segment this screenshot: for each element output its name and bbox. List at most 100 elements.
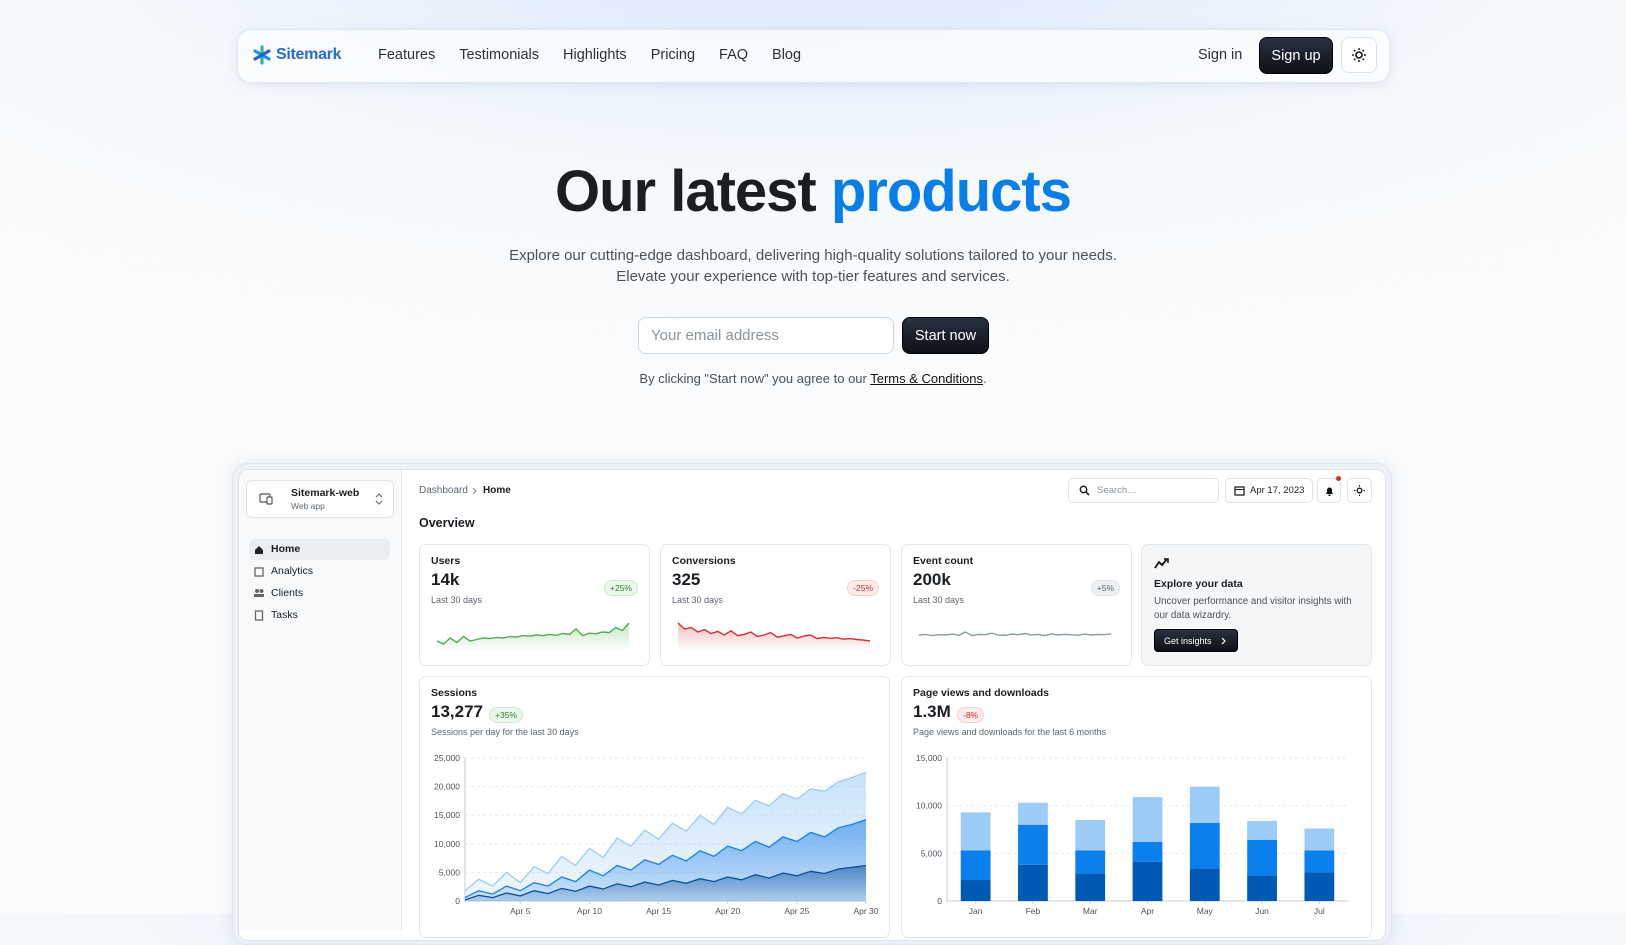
x-tick-label: Feb (1026, 906, 1041, 916)
brand[interactable]: Sitemark (276, 46, 342, 63)
y-tick-label: 25,000 (434, 753, 460, 763)
logo-icon (253, 45, 271, 65)
date-picker[interactable]: Apr 17, 2023 (1225, 478, 1313, 503)
page-views-card: Page views and downloads 1.3M -8% Page v… (901, 676, 1372, 938)
nav-link[interactable]: Pricing (650, 47, 696, 63)
chevron-icon (375, 493, 383, 505)
x-tick-label: Apr 10 (577, 906, 602, 916)
stat-card: Users 14k +25% Last 30 days (419, 544, 650, 666)
card-value: 14k (431, 570, 460, 589)
bar-segment (1018, 864, 1048, 901)
bar-segment (1132, 797, 1163, 842)
sparkline-line (677, 622, 871, 642)
card-period: Last 30 days (431, 595, 483, 605)
area-line (464, 864, 867, 901)
theme-toggle[interactable] (1341, 37, 1377, 73)
notification-dot (1336, 476, 1341, 481)
sparkline (677, 622, 871, 650)
area-chart: 0 5,000 10,000 15,000 20,000 25,000 Apr 5 Apr 1… (434, 753, 879, 916)
x-tick-label: Jul (1314, 906, 1325, 916)
y-tick-label: 10,000 (916, 801, 942, 811)
bar-segment (1075, 850, 1106, 874)
sessions-card: Sessions 13,277 +35% Sessions per day fo… (419, 676, 890, 938)
sparkline-line (918, 631, 1112, 637)
nav-link[interactable]: Features (378, 47, 436, 63)
bar-segment (1189, 786, 1220, 823)
card-value: 200k (913, 570, 951, 589)
sign-up-button[interactable]: Sign up (1259, 37, 1333, 74)
sun-icon (1354, 485, 1365, 496)
bar-segment (1189, 822, 1220, 869)
card-caption: Page views and downloads for the last 6 … (913, 727, 1107, 737)
bar-segment (960, 880, 991, 901)
email-input[interactable]: Your email address (638, 317, 894, 354)
y-tick-label: 10,000 (434, 839, 460, 849)
nav-link[interactable]: Blog (772, 47, 802, 63)
theme-toggle[interactable] (1347, 478, 1372, 503)
app-subtitle: Web app (291, 501, 325, 511)
card-period: Last 30 days (913, 595, 965, 605)
y-tick-label: 0 (937, 896, 942, 906)
x-tick-label: Apr 30 (853, 906, 878, 916)
date-text: Apr 17, 2023 (1250, 485, 1305, 496)
menu-item[interactable]: Home (271, 543, 301, 555)
bar-chart: 0 5,000 10,000 15,000 Jan Feb Mar Apr May Jun Jul (916, 753, 1348, 916)
y-tick-label: 5,000 (439, 867, 461, 877)
terms-link[interactable]: Terms & Conditions (870, 371, 983, 386)
bar-segment (1132, 861, 1163, 901)
y-tick-label: 5,000 (921, 848, 943, 858)
x-tick-label: Jun (1255, 906, 1269, 916)
sign-in[interactable]: Sign in (1198, 47, 1243, 63)
hero-subtitle: Explore our cutting-edge dashboard, deli… (0, 245, 1626, 287)
y-tick-label: 20,000 (434, 782, 460, 792)
breadcrumb[interactable]: Dashboard (419, 485, 468, 496)
get-insights-button[interactable]: Get insights (1154, 629, 1238, 652)
nav-link[interactable]: FAQ (719, 47, 749, 63)
area-line (464, 771, 867, 892)
menu-active-bg (249, 539, 390, 560)
nav-link[interactable]: Highlights (563, 47, 627, 63)
menu-item[interactable]: Tasks (271, 609, 298, 621)
search-placeholder: Search… (1097, 485, 1137, 496)
sparkline (918, 631, 1112, 637)
sun-icon (1352, 48, 1366, 62)
trend-badge: +5% (1090, 580, 1120, 596)
card-value: 325 (672, 570, 701, 589)
search-box[interactable]: Search… (1068, 478, 1219, 503)
nav-link[interactable]: Testimonials (459, 47, 540, 63)
search-icon (1079, 485, 1090, 496)
breadcrumb-separator (472, 487, 477, 495)
promo-title: Explore your data (1154, 578, 1243, 590)
bar-segment (960, 850, 991, 881)
menu-item[interactable]: Analytics (271, 565, 314, 577)
menu-item[interactable]: Clients (271, 587, 304, 599)
card-period: Last 30 days (672, 595, 724, 605)
trend-badge: +25% (604, 580, 638, 596)
bar-segment (960, 812, 991, 851)
promo-card: Explore your data Uncover performance an… (1141, 544, 1372, 666)
sparkline-area (437, 623, 629, 650)
bar-segment (1132, 841, 1163, 862)
subtitle-line: Explore our cutting-edge dashboard, deli… (509, 247, 1117, 264)
bar-segment (1247, 820, 1277, 840)
card-title: Users (431, 555, 461, 567)
x-tick-label: Apr 15 (646, 906, 671, 916)
email-placeholder: Your email address (651, 327, 779, 344)
x-tick-label: Jan (969, 906, 983, 916)
terms-suffix: . (982, 371, 987, 386)
card-value: 1.3M (913, 702, 951, 721)
calendar-icon (1234, 486, 1245, 496)
device-icon (259, 493, 273, 505)
button-label: Get insights (1164, 635, 1212, 646)
hero-title: Our latest products (0, 158, 1626, 225)
subtitle-line: Elevate your experience with top-tier fe… (616, 268, 1010, 285)
trend-badge: -25% (847, 580, 879, 596)
start-now-button[interactable]: Start now (902, 317, 989, 354)
terms-text: By clicking "Start now" you agree to our… (0, 371, 1626, 386)
bar-segment (1304, 850, 1335, 873)
x-tick-label: May (1197, 906, 1214, 916)
notifications-button[interactable] (1317, 478, 1341, 503)
card-title: Sessions (431, 687, 478, 699)
app-selector[interactable]: Sitemark-web Web app (246, 480, 394, 518)
